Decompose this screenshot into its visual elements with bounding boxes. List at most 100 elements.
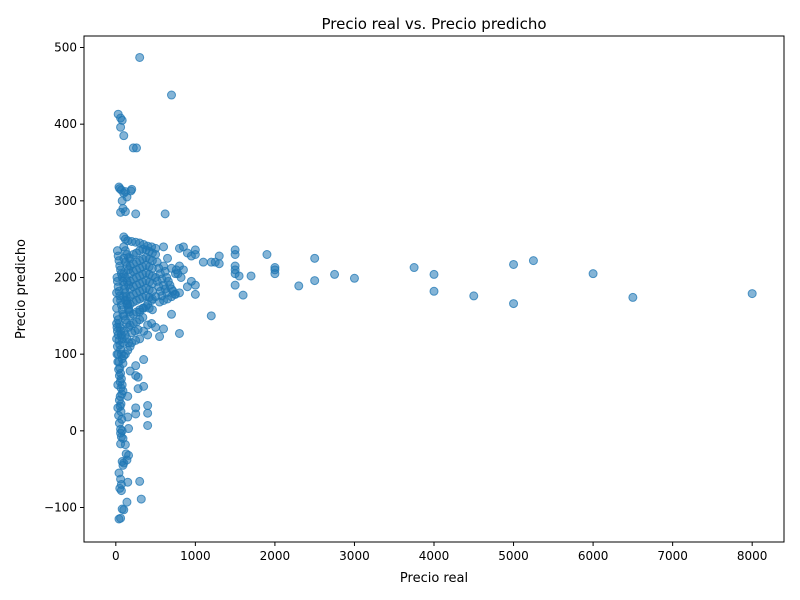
data-point <box>116 486 126 496</box>
y-tick-label: 300 <box>54 194 77 208</box>
data-point <box>151 250 161 259</box>
data-point <box>214 251 224 261</box>
data-point <box>118 460 128 470</box>
data-point <box>198 257 208 267</box>
data-point <box>310 253 320 263</box>
data-point <box>230 280 240 290</box>
data-point <box>178 242 188 252</box>
data-point <box>230 250 240 259</box>
y-tick-label: 200 <box>54 271 77 285</box>
x-axis-label: Precio real <box>400 571 468 586</box>
data-point <box>143 401 153 411</box>
data-point <box>119 505 129 515</box>
data-point <box>112 273 122 282</box>
y-tick-label: 0 <box>69 424 77 438</box>
data-point <box>112 349 122 359</box>
data-point <box>124 280 134 290</box>
data-point <box>170 289 180 299</box>
data-point <box>429 286 439 296</box>
x-tick-label: 6000 <box>578 549 609 563</box>
data-point <box>147 305 157 315</box>
data-point <box>143 330 153 340</box>
data-point <box>147 294 157 304</box>
data-point <box>139 355 149 365</box>
x-tick-label: 8000 <box>737 549 768 563</box>
data-point <box>117 196 127 206</box>
data-point <box>159 324 169 334</box>
data-point <box>112 296 122 305</box>
data-point <box>155 332 165 342</box>
data-point <box>588 269 598 279</box>
data-point <box>122 497 132 507</box>
y-tick-label: 500 <box>54 41 77 55</box>
data-point <box>330 269 340 279</box>
data-point <box>120 440 130 450</box>
data-point <box>112 322 122 332</box>
x-tick-label: 7000 <box>657 549 688 563</box>
data-point <box>528 256 538 266</box>
x-tick-label: 0 <box>112 549 120 563</box>
data-point <box>628 292 638 302</box>
data-point <box>190 289 200 299</box>
data-point <box>116 513 126 523</box>
y-axis-label: Precio predicho <box>14 239 29 339</box>
data-point <box>509 259 519 269</box>
data-point <box>113 357 123 367</box>
data-point <box>115 391 125 401</box>
data-point <box>124 305 134 315</box>
data-point <box>160 209 170 219</box>
data-point <box>120 207 130 217</box>
data-point <box>182 282 192 292</box>
data-point <box>206 257 216 267</box>
data-point <box>135 52 145 62</box>
data-point <box>509 299 519 309</box>
y-tick-label: −100 <box>44 501 77 515</box>
chart-title: Precio real vs. Precio predicho <box>321 15 546 33</box>
x-tick-label: 2000 <box>260 549 291 563</box>
data-point <box>174 328 184 338</box>
data-point <box>133 325 143 335</box>
data-point <box>143 320 153 330</box>
data-point <box>131 361 141 371</box>
data-point <box>294 281 304 291</box>
data-point <box>163 253 173 263</box>
data-point <box>747 289 757 299</box>
x-tick-label: 5000 <box>498 549 529 563</box>
data-point <box>469 291 479 301</box>
data-point <box>157 291 167 301</box>
data-point <box>143 408 153 418</box>
data-point <box>132 143 141 153</box>
data-point <box>143 420 153 430</box>
data-point <box>112 342 122 351</box>
data-points <box>112 52 757 524</box>
data-point <box>112 303 122 313</box>
data-point <box>176 273 186 282</box>
x-tick-label: 3000 <box>339 549 370 563</box>
data-point <box>116 399 126 409</box>
data-point <box>112 334 122 344</box>
data-point <box>206 311 216 321</box>
data-point <box>124 338 134 348</box>
data-point <box>234 271 244 281</box>
x-tick-label: 1000 <box>180 549 211 563</box>
data-point <box>246 271 256 281</box>
data-point <box>310 276 320 286</box>
data-point <box>119 131 129 141</box>
data-point <box>117 414 127 424</box>
data-point <box>135 476 145 486</box>
data-point <box>133 384 143 394</box>
data-point <box>167 90 176 100</box>
data-point <box>270 269 280 279</box>
data-point <box>349 273 359 283</box>
data-point <box>409 263 419 273</box>
data-point <box>182 248 192 258</box>
data-point <box>131 409 141 419</box>
data-point <box>238 290 248 300</box>
data-point <box>116 122 126 132</box>
data-point <box>113 380 123 390</box>
data-point <box>429 269 439 279</box>
data-point <box>133 372 143 382</box>
x-tick-label: 4000 <box>419 549 450 563</box>
y-tick-label: 400 <box>54 117 77 131</box>
data-point <box>262 250 272 259</box>
